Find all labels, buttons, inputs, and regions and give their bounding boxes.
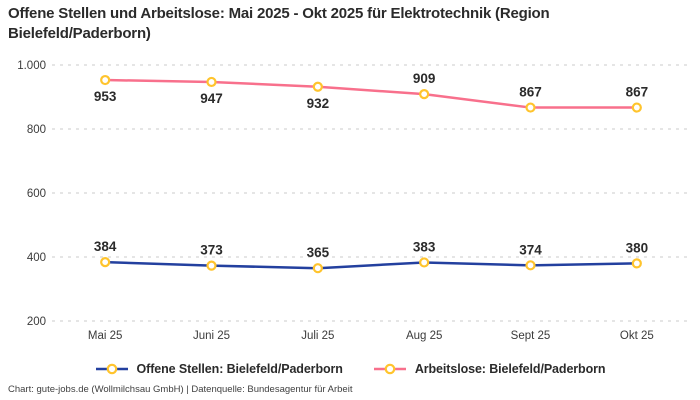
data-point-label: 365 — [307, 245, 330, 260]
data-point-marker[interactable] — [419, 89, 430, 100]
x-tick-label-Aug 25: Aug 25 — [406, 330, 442, 342]
x-tick-label-Sept 25: Sept 25 — [511, 330, 551, 342]
data-point-marker[interactable] — [206, 260, 217, 271]
x-tick-label-Juni 25: Juni 25 — [193, 330, 230, 342]
chart-attribution: Chart: gute-jobs.de (Wollmilchsau GmbH) … — [8, 384, 353, 395]
x-tick-label-Okt 25: Okt 25 — [620, 330, 654, 342]
y-tick-label: 200 — [27, 316, 46, 328]
y-tick-label: 1.000 — [17, 60, 46, 72]
series-line-1 — [103, 78, 639, 109]
legend-item-offene-stellen[interactable]: Offene Stellen: Bielefeld/Paderborn — [95, 362, 343, 376]
legend-marker-arbeitslose-icon — [373, 363, 406, 375]
legend-label-arbeitslose: Arbeitslose: Bielefeld/Paderborn — [414, 362, 606, 376]
series-line-0 — [103, 260, 639, 270]
chart-legend: Offene Stellen: Bielefeld/Paderborn Arbe… — [0, 358, 700, 380]
y-tick-label: 600 — [27, 188, 46, 200]
data-point-marker[interactable] — [525, 102, 536, 113]
data-point-marker[interactable] — [312, 263, 323, 274]
data-point-label: 867 — [519, 85, 542, 100]
x-tick-label-Juli 25: Juli 25 — [301, 330, 334, 342]
x-tick-label-Mai 25: Mai 25 — [88, 330, 123, 342]
data-point-label: 947 — [200, 91, 223, 106]
data-point-marker[interactable] — [631, 102, 642, 113]
data-point-label: 374 — [519, 242, 542, 257]
data-point-label: 909 — [413, 71, 436, 86]
data-point-marker[interactable] — [631, 258, 642, 269]
data-point-marker[interactable] — [419, 257, 430, 268]
data-point-label: 867 — [626, 85, 649, 100]
data-point-marker[interactable] — [100, 74, 111, 86]
y-tick-label: 800 — [27, 124, 46, 136]
data-point-label: 380 — [626, 240, 649, 255]
data-point-label: 953 — [94, 89, 117, 104]
data-point-marker[interactable] — [525, 260, 536, 271]
data-point-label: 932 — [307, 96, 330, 111]
chart-title: Offene Stellen und Arbeitslose: Mai 2025… — [8, 5, 550, 43]
data-point-label: 373 — [200, 243, 223, 258]
data-point-marker[interactable] — [100, 257, 111, 268]
legend-marker-offene-stellen-icon — [95, 363, 128, 375]
legend-item-arbeitslose[interactable]: Arbeitslose: Bielefeld/Paderborn — [373, 362, 606, 376]
data-point-label: 383 — [413, 239, 436, 254]
data-point-marker[interactable] — [312, 81, 323, 92]
legend-label-offene-stellen: Offene Stellen: Bielefeld/Paderborn — [136, 362, 343, 376]
data-point-label: 384 — [94, 239, 117, 254]
data-point-marker[interactable] — [206, 76, 217, 88]
y-tick-label: 400 — [27, 252, 46, 264]
